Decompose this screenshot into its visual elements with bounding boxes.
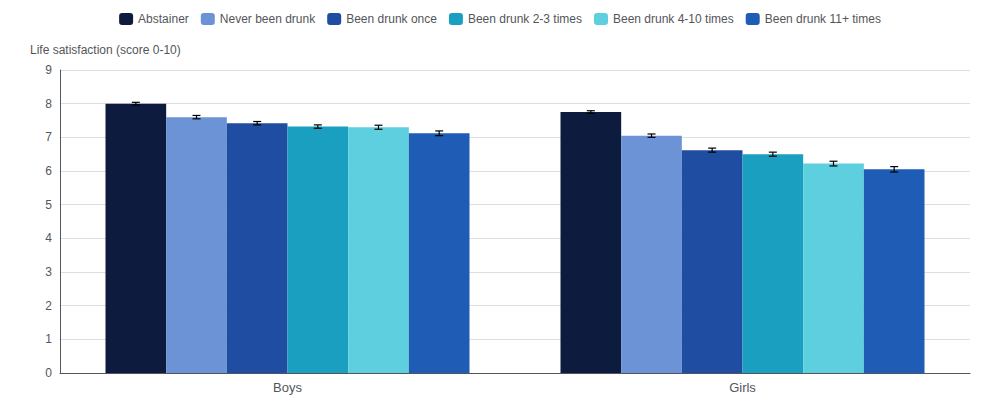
svg-text:Life satisfaction (score 0-10): Life satisfaction (score 0-10) xyxy=(30,43,181,57)
svg-text:Been drunk 4-10 times: Been drunk 4-10 times xyxy=(613,12,734,26)
svg-text:7: 7 xyxy=(45,130,52,144)
svg-text:3: 3 xyxy=(45,265,52,279)
svg-text:Never been drunk: Never been drunk xyxy=(220,12,316,26)
svg-text:Abstainer: Abstainer xyxy=(138,12,189,26)
svg-text:8: 8 xyxy=(45,97,52,111)
svg-text:Boys: Boys xyxy=(273,380,302,395)
svg-text:1: 1 xyxy=(45,332,52,346)
svg-text:Been drunk once: Been drunk once xyxy=(346,12,437,26)
svg-text:2: 2 xyxy=(45,299,52,313)
svg-text:4: 4 xyxy=(45,231,52,245)
svg-text:5: 5 xyxy=(45,198,52,212)
svg-text:Been drunk 2-3 times: Been drunk 2-3 times xyxy=(468,12,582,26)
svg-text:9: 9 xyxy=(45,63,52,77)
svg-text:0: 0 xyxy=(45,366,52,380)
svg-text:Been drunk 11+ times: Been drunk 11+ times xyxy=(765,12,881,26)
svg-text:Girls: Girls xyxy=(729,380,756,395)
svg-text:6: 6 xyxy=(45,164,52,178)
